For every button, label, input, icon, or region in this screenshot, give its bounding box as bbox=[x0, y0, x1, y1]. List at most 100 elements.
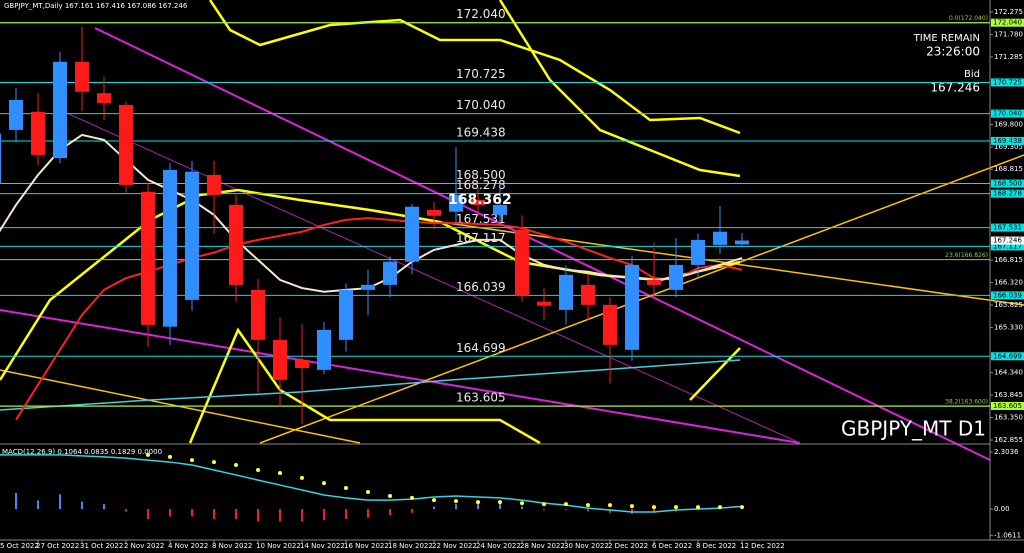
trend-line bbox=[0, 309, 801, 444]
macd-histogram-bar bbox=[125, 509, 127, 512]
x-tick-label: 8 Dec 2022 bbox=[696, 542, 736, 550]
level-axis-label: 166.039 bbox=[993, 291, 1022, 299]
macd-signal-dot bbox=[498, 500, 502, 505]
level-label: 166.039 bbox=[456, 280, 506, 294]
candle-body bbox=[647, 279, 661, 285]
candle-body bbox=[471, 199, 485, 205]
level-axis-label: 164.699 bbox=[993, 352, 1022, 360]
candle-body bbox=[735, 240, 749, 245]
y-tick-label: 164.340 bbox=[994, 369, 1023, 377]
moving-average bbox=[15, 217, 743, 421]
macd-histogram-bar bbox=[81, 501, 83, 510]
level-label: 168.278 bbox=[456, 178, 506, 192]
macd-signal-dot bbox=[212, 460, 216, 465]
candle-body bbox=[713, 231, 727, 245]
macd-signal-dot bbox=[322, 481, 326, 486]
y-tick-label: 165.330 bbox=[994, 324, 1023, 332]
macd-histogram-bar bbox=[59, 494, 61, 510]
level-axis-label: 163.605 bbox=[993, 402, 1022, 410]
level-axis-label: 167.531 bbox=[993, 224, 1022, 232]
x-tick-label: 2 Nov 2022 bbox=[124, 542, 164, 550]
macd-histogram-bar bbox=[653, 509, 655, 513]
macd-histogram-bar bbox=[279, 509, 281, 522]
x-tick-label: 18 Nov 2022 bbox=[388, 542, 433, 550]
level-axis-label: 172.040 bbox=[993, 19, 1022, 27]
candle-body bbox=[559, 274, 573, 310]
macd-signal-dot bbox=[564, 502, 568, 507]
macd-tick-label: 2.3036 bbox=[994, 448, 1019, 456]
level-axis-box bbox=[991, 242, 1024, 251]
candle-body bbox=[229, 204, 243, 285]
macd-histogram-bar bbox=[477, 504, 479, 510]
macd-signal-dot bbox=[432, 498, 436, 503]
level-axis-box bbox=[991, 179, 1024, 188]
x-tick-label: 27 Oct 2022 bbox=[36, 542, 79, 550]
macd-histogram-bar bbox=[37, 500, 39, 510]
macd-signal-dot bbox=[586, 503, 590, 508]
y-tick-label: 166.320 bbox=[994, 279, 1023, 287]
y-tick-label: 171.780 bbox=[994, 31, 1023, 39]
x-tick-label: 22 Nov 2022 bbox=[432, 542, 477, 550]
candle-body bbox=[427, 209, 441, 216]
fib-label: 23.6(166.826) bbox=[945, 252, 988, 259]
y-tick-label: 169.800 bbox=[994, 120, 1023, 128]
macd-signal-dot bbox=[476, 500, 480, 505]
x-tick-label: 5 Oct 2022 bbox=[0, 542, 39, 550]
macd-signal-dot bbox=[454, 499, 458, 504]
candle-body bbox=[669, 264, 683, 290]
macd-histogram-bar bbox=[433, 506, 435, 510]
macd-histogram-bar bbox=[411, 509, 413, 513]
macd-histogram-bar bbox=[521, 506, 523, 510]
candle-body bbox=[75, 61, 89, 92]
macd-signal-dot bbox=[388, 493, 392, 498]
level-axis-label: 170.040 bbox=[993, 110, 1022, 118]
level-axis-box bbox=[991, 352, 1024, 361]
candle-body bbox=[141, 191, 155, 325]
macd-histogram-bar bbox=[719, 509, 721, 510]
level-axis-box bbox=[991, 291, 1024, 300]
candle-body bbox=[295, 359, 309, 369]
macd-histogram-bar bbox=[235, 509, 237, 519]
level-label: 163.605 bbox=[456, 390, 506, 404]
time-remain-label: TIME REMAIN bbox=[913, 33, 980, 44]
macd-signal-dot bbox=[300, 475, 304, 480]
macd-signal-dot bbox=[696, 505, 700, 510]
level-axis-box bbox=[991, 401, 1024, 410]
level-label: 169.438 bbox=[456, 125, 506, 139]
bid-axis-label: 167.246 bbox=[993, 237, 1022, 245]
time-remain: 23:26:00 bbox=[926, 45, 980, 59]
band-line bbox=[208, 0, 741, 135]
x-tick-label: 12 Dec 2022 bbox=[740, 542, 785, 550]
candle-body bbox=[625, 264, 639, 350]
macd-histogram-bar bbox=[455, 504, 457, 510]
macd-histogram-bar bbox=[609, 509, 611, 513]
macd-signal-dot bbox=[344, 486, 348, 491]
level-label: 168.500 bbox=[456, 168, 506, 182]
candle-body bbox=[251, 289, 265, 340]
macd-main-line bbox=[0, 454, 743, 513]
macd-histogram-bar bbox=[367, 509, 369, 518]
level-axis-label: 170.725 bbox=[993, 78, 1022, 86]
y-tick-label: 171.285 bbox=[994, 53, 1023, 61]
macd-label: MACD(12,26,9) 0.1064 0.0835 0.1829 0.000… bbox=[2, 448, 162, 456]
x-tick-label: 16 Nov 2022 bbox=[344, 542, 389, 550]
macd-histogram-bar bbox=[565, 509, 567, 511]
candle-body bbox=[185, 171, 199, 300]
macd-histogram-bar bbox=[499, 504, 501, 510]
macd-signal-dot bbox=[410, 495, 414, 500]
macd-tick-label: -1.0611 bbox=[994, 531, 1021, 539]
candle-body bbox=[493, 204, 507, 215]
y-tick-label: 163.350 bbox=[994, 414, 1023, 422]
x-tick-label: 14 Nov 2022 bbox=[300, 542, 345, 550]
band-line bbox=[188, 327, 541, 445]
trend-line bbox=[259, 154, 1024, 444]
macd-signal-dot bbox=[740, 505, 744, 510]
macd-histogram-bar bbox=[257, 509, 259, 522]
macd-signal-dot bbox=[234, 463, 238, 468]
macd-signal-dot bbox=[608, 503, 612, 508]
candle-body bbox=[273, 339, 287, 380]
level-axis-box bbox=[991, 136, 1024, 145]
level-axis-box bbox=[991, 109, 1024, 118]
level-label: 164.699 bbox=[456, 341, 506, 355]
level-axis-label: 169.438 bbox=[993, 137, 1022, 145]
